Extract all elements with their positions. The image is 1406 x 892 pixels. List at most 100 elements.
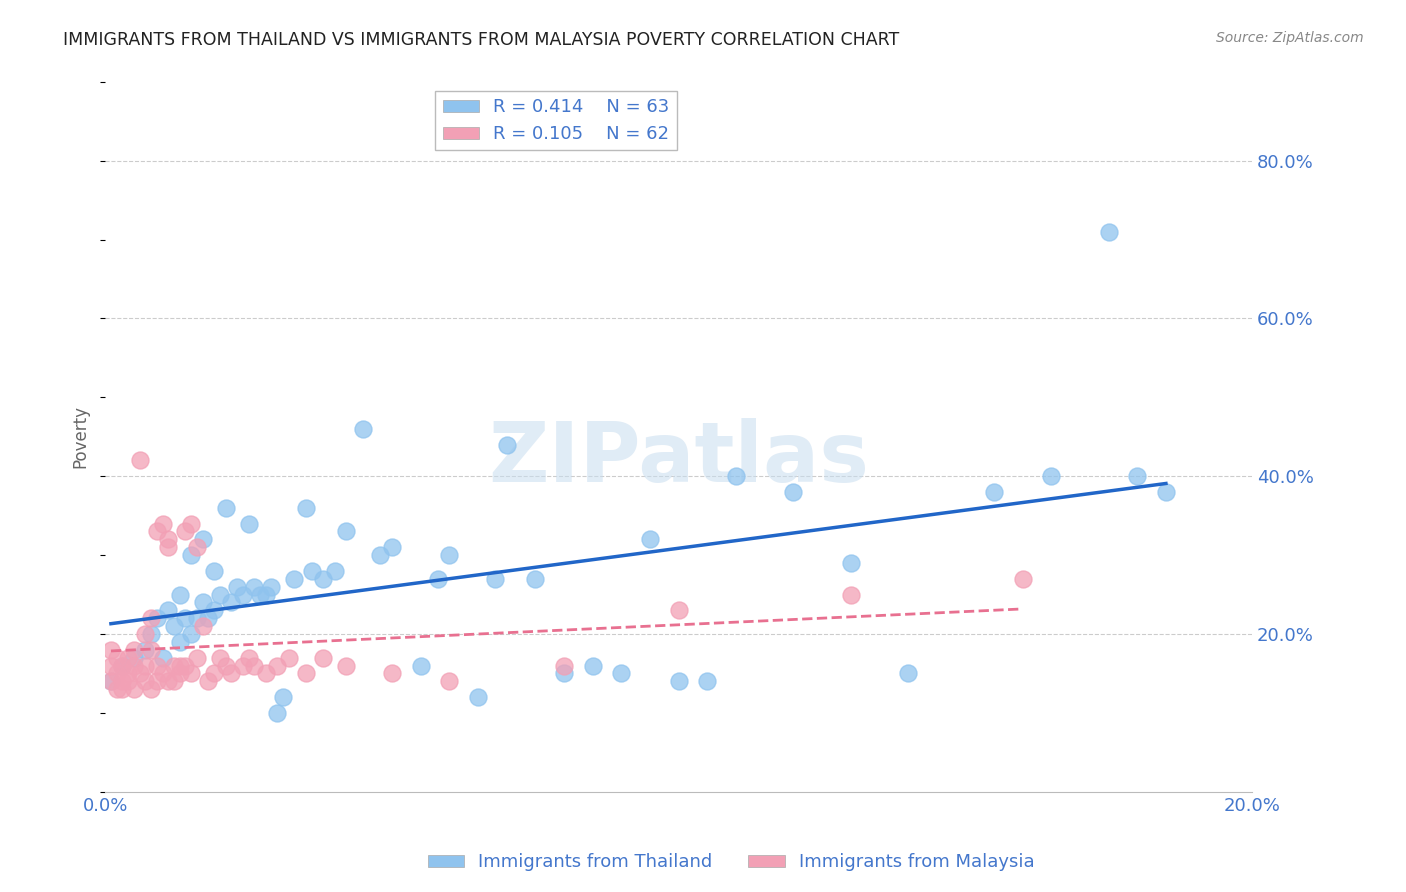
Point	[1011, 572, 1033, 586]
Point	[214, 658, 236, 673]
Y-axis label: Poverty: Poverty	[72, 405, 89, 468]
Point	[157, 674, 180, 689]
Point	[409, 658, 432, 673]
Point	[266, 658, 288, 673]
Point	[202, 603, 225, 617]
Point	[157, 533, 180, 547]
Point	[243, 658, 266, 673]
Point	[439, 548, 461, 562]
Point	[312, 650, 335, 665]
Point	[139, 682, 162, 697]
Point	[169, 588, 191, 602]
Point	[232, 588, 254, 602]
Point	[152, 516, 174, 531]
Point	[105, 682, 128, 697]
Point	[638, 533, 661, 547]
Point	[191, 619, 214, 633]
Point	[180, 627, 202, 641]
Point	[169, 635, 191, 649]
Point	[117, 674, 139, 689]
Legend: R = 0.414    N = 63, R = 0.105    N = 62: R = 0.414 N = 63, R = 0.105 N = 62	[436, 91, 676, 151]
Point	[983, 485, 1005, 500]
Point	[1040, 469, 1063, 483]
Point	[186, 540, 208, 554]
Point	[191, 533, 214, 547]
Point	[214, 500, 236, 515]
Point	[197, 611, 219, 625]
Point	[157, 540, 180, 554]
Point	[122, 642, 145, 657]
Point	[897, 666, 920, 681]
Point	[254, 666, 277, 681]
Point	[122, 650, 145, 665]
Point	[146, 658, 169, 673]
Point	[495, 438, 517, 452]
Point	[839, 556, 862, 570]
Point	[105, 666, 128, 681]
Point	[208, 650, 231, 665]
Point	[186, 611, 208, 625]
Point	[134, 674, 156, 689]
Point	[301, 564, 323, 578]
Point	[839, 588, 862, 602]
Point	[232, 658, 254, 673]
Point	[439, 674, 461, 689]
Text: ZIPatlas: ZIPatlas	[488, 417, 869, 499]
Point	[295, 666, 318, 681]
Point	[277, 650, 299, 665]
Point	[174, 524, 197, 539]
Point	[100, 642, 122, 657]
Point	[202, 564, 225, 578]
Point	[1154, 485, 1177, 500]
Point	[243, 580, 266, 594]
Point	[180, 516, 202, 531]
Point	[117, 650, 139, 665]
Point	[226, 580, 249, 594]
Point	[1126, 469, 1149, 483]
Point	[134, 658, 156, 673]
Point	[295, 500, 318, 515]
Point	[208, 588, 231, 602]
Point	[553, 658, 575, 673]
Point	[581, 658, 603, 673]
Point	[202, 666, 225, 681]
Point	[197, 674, 219, 689]
Point	[152, 666, 174, 681]
Point	[134, 627, 156, 641]
Point	[139, 627, 162, 641]
Point	[254, 588, 277, 602]
Point	[370, 548, 392, 562]
Point	[169, 658, 191, 673]
Point	[117, 666, 139, 681]
Text: Source: ZipAtlas.com: Source: ZipAtlas.com	[1216, 31, 1364, 45]
Point	[163, 658, 186, 673]
Point	[266, 706, 288, 720]
Point	[724, 469, 747, 483]
Point	[238, 650, 260, 665]
Point	[174, 611, 197, 625]
Point	[139, 611, 162, 625]
Point	[122, 682, 145, 697]
Point	[238, 516, 260, 531]
Point	[381, 540, 404, 554]
Point	[426, 572, 449, 586]
Point	[335, 658, 357, 673]
Point	[174, 658, 197, 673]
Point	[111, 658, 134, 673]
Point	[169, 666, 191, 681]
Point	[283, 572, 305, 586]
Point	[782, 485, 804, 500]
Point	[668, 674, 690, 689]
Point	[323, 564, 346, 578]
Point	[180, 666, 202, 681]
Point	[696, 674, 718, 689]
Point	[180, 548, 202, 562]
Point	[553, 666, 575, 681]
Point	[271, 690, 294, 704]
Point	[186, 650, 208, 665]
Point	[152, 650, 174, 665]
Point	[134, 642, 156, 657]
Text: IMMIGRANTS FROM THAILAND VS IMMIGRANTS FROM MALAYSIA POVERTY CORRELATION CHART: IMMIGRANTS FROM THAILAND VS IMMIGRANTS F…	[63, 31, 900, 49]
Point	[610, 666, 633, 681]
Point	[352, 422, 374, 436]
